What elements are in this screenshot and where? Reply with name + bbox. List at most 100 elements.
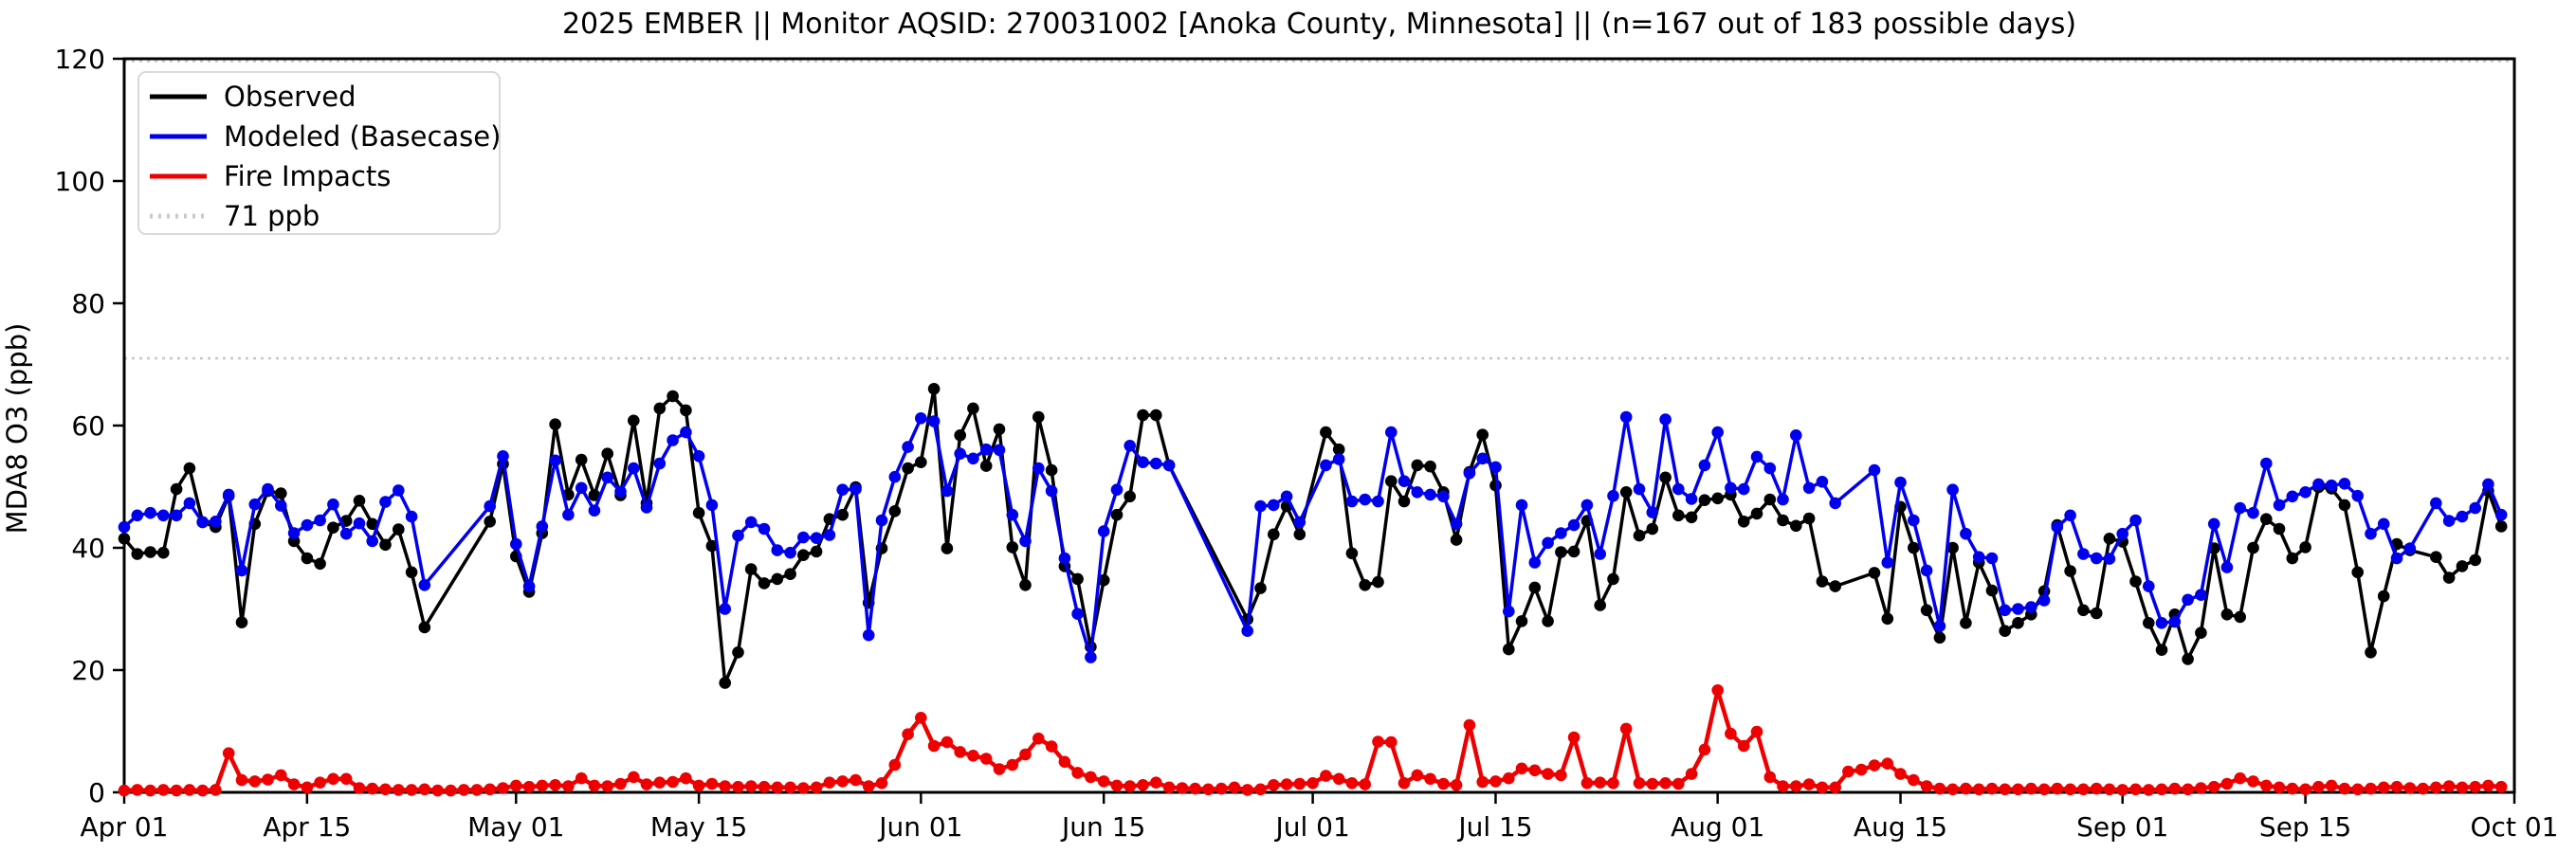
series-marker-modeled-basecase- [1110, 483, 1124, 496]
series-marker-fire-impacts [1816, 781, 1829, 794]
series-marker-fire-impacts [1268, 779, 1280, 791]
series-marker-observed [2090, 607, 2103, 620]
series-marker-observed [601, 447, 613, 461]
series-marker-fire-impacts [248, 775, 262, 788]
series-marker-fire-impacts [196, 784, 209, 797]
x-tick-label: Aug 01 [1671, 811, 1764, 843]
series-marker-fire-impacts [1503, 771, 1515, 785]
series-marker-modeled-basecase- [1607, 489, 1619, 502]
series-marker-fire-impacts [771, 781, 784, 794]
series-marker-modeled-basecase- [1124, 440, 1136, 452]
legend-label-observed: Observed [224, 81, 356, 113]
series-marker-fire-impacts [2365, 782, 2377, 795]
series-marker-observed [1920, 604, 1933, 617]
series-marker-fire-impacts [1097, 775, 1110, 788]
series-marker-modeled-basecase- [497, 450, 509, 463]
series-marker-fire-impacts [2377, 781, 2390, 794]
series-marker-modeled-basecase- [2260, 457, 2273, 470]
series-marker-fire-impacts [758, 780, 771, 793]
series-marker-modeled-basecase- [2103, 553, 2116, 565]
series-marker-observed [692, 506, 705, 519]
series-marker-observed [575, 453, 588, 466]
series-marker-fire-impacts [680, 771, 692, 785]
series-marker-observed [235, 616, 248, 628]
series-marker-fire-impacts [1908, 773, 1920, 787]
series-marker-fire-impacts [1672, 777, 1685, 790]
series-marker-modeled-basecase- [1790, 429, 1802, 442]
series-marker-observed [1019, 579, 1032, 591]
series-marker-observed [744, 563, 758, 575]
series-marker-fire-impacts [484, 783, 496, 796]
series-marker-modeled-basecase- [875, 514, 888, 527]
series-marker-fire-impacts [1777, 780, 1789, 792]
series-marker-fire-impacts [431, 784, 444, 797]
x-tick-label: Apr 15 [263, 811, 351, 843]
series-marker-modeled-basecase- [2220, 561, 2234, 573]
series-marker-modeled-basecase- [732, 529, 744, 542]
series-marker-modeled-basecase- [1006, 508, 1019, 521]
series-marker-modeled-basecase- [1777, 493, 1789, 506]
series-marker-modeled-basecase- [536, 520, 549, 533]
series-marker-modeled-basecase- [1672, 482, 1685, 496]
series-marker-observed [1567, 545, 1580, 558]
series-marker-fire-impacts [2037, 783, 2051, 796]
series-marker-fire-impacts [144, 784, 156, 797]
series-marker-observed [1763, 493, 1777, 506]
series-marker-fire-impacts [902, 728, 914, 740]
series-marker-observed [797, 549, 810, 561]
series-marker-modeled-basecase- [1097, 525, 1110, 537]
series-marker-modeled-basecase- [2312, 478, 2325, 491]
series-marker-observed [2143, 617, 2155, 629]
series-marker-modeled-basecase- [1646, 506, 1659, 518]
series-marker-modeled-basecase- [915, 412, 927, 425]
series-marker-fire-impacts [797, 782, 810, 794]
series-marker-fire-impacts [1542, 768, 1554, 780]
series-marker-modeled-basecase- [2456, 510, 2469, 523]
series-marker-modeled-basecase- [2168, 615, 2182, 628]
series-marker-fire-impacts [2234, 771, 2246, 785]
series-marker-observed [366, 517, 379, 531]
series-marker-modeled-basecase- [1032, 462, 1045, 475]
series-marker-observed [183, 462, 196, 475]
series-marker-observed [2456, 560, 2469, 572]
series-marker-fire-impacts [967, 750, 979, 762]
series-marker-observed [1503, 643, 1515, 656]
series-marker-fire-impacts [1790, 780, 1802, 792]
series-marker-observed [888, 505, 902, 517]
series-marker-observed [1110, 508, 1124, 521]
series-marker-modeled-basecase- [1071, 608, 1084, 620]
x-tick-label: Apr 01 [81, 811, 169, 843]
series-marker-observed [2195, 626, 2207, 639]
series-marker-fire-impacts [497, 782, 509, 794]
series-marker-fire-impacts [2273, 781, 2286, 794]
series-marker-modeled-basecase- [1345, 495, 1359, 508]
series-marker-fire-impacts [1215, 782, 1228, 795]
series-marker-observed [1946, 541, 1959, 554]
series-marker-modeled-basecase- [1816, 476, 1829, 488]
series-marker-modeled-basecase- [1633, 482, 1646, 496]
series-marker-modeled-basecase- [2494, 508, 2508, 521]
series-marker-modeled-basecase- [1908, 514, 1920, 527]
series-marker-modeled-basecase- [1463, 467, 1476, 480]
series-marker-observed [1777, 514, 1789, 527]
series-marker-observed [131, 548, 144, 560]
series-marker-fire-impacts [1489, 775, 1502, 788]
series-marker-observed [1268, 528, 1280, 541]
series-marker-fire-impacts [2338, 782, 2351, 795]
y-tick-label: 40 [71, 533, 105, 564]
series-marker-observed [2469, 554, 2481, 567]
series-marker-observed [1528, 581, 1542, 594]
series-marker-observed [1150, 408, 1162, 422]
series-marker-modeled-basecase- [2390, 552, 2403, 565]
legend-box [137, 71, 501, 235]
series-marker-observed [1424, 460, 1436, 473]
series-marker-modeled-basecase- [1619, 410, 1633, 424]
x-tick-label: Jul 01 [1273, 811, 1349, 843]
series-marker-fire-impacts [1280, 778, 1293, 790]
series-marker-fire-impacts [1293, 777, 1306, 790]
series-marker-observed [353, 495, 366, 507]
series-marker-fire-impacts [366, 782, 379, 795]
series-marker-modeled-basecase- [235, 564, 248, 577]
series-marker-modeled-basecase- [2482, 478, 2494, 491]
series-marker-fire-impacts [2025, 782, 2037, 795]
